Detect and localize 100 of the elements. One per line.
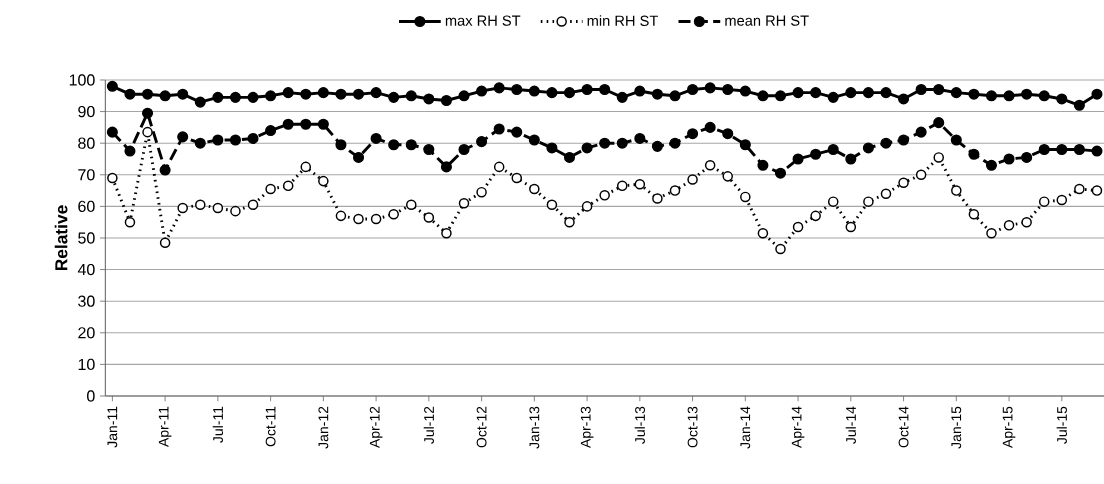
point: [898, 177, 909, 188]
point: [792, 153, 804, 165]
point: [318, 175, 329, 187]
point: [335, 210, 347, 222]
x-tick-label: Jul-11: [212, 406, 224, 443]
point: [195, 199, 206, 211]
point: [792, 87, 804, 99]
point: [810, 210, 821, 222]
point: [212, 134, 224, 146]
point: [563, 87, 576, 99]
x-tick-label: Jan-15: [951, 406, 962, 449]
point: [493, 161, 505, 173]
point: [476, 136, 488, 148]
point: [986, 227, 997, 239]
point: [388, 209, 399, 220]
point: [827, 143, 839, 156]
point: [1021, 216, 1032, 228]
point: [388, 91, 400, 103]
point: [599, 83, 611, 96]
point: [1003, 220, 1015, 231]
legend-label: mean RH ST: [725, 15, 809, 26]
point: [704, 121, 716, 133]
x-tick-label: Jul-15: [1056, 406, 1067, 444]
point: [1091, 145, 1103, 157]
point: [581, 142, 593, 154]
point: [933, 83, 945, 96]
point: [968, 148, 980, 160]
point: [651, 140, 663, 152]
x-tick-label: Apr-12: [369, 406, 383, 449]
x-tick-label: Oct-14: [898, 406, 909, 448]
point: [845, 87, 857, 99]
point: [599, 190, 610, 201]
x-tick-label: Apr-15: [1002, 406, 1016, 449]
point: [546, 199, 558, 211]
point: [529, 183, 540, 195]
point: [423, 93, 435, 105]
point: [159, 164, 171, 176]
y-tick-label: 10: [78, 358, 95, 371]
point: [563, 151, 576, 163]
point: [704, 160, 716, 171]
x-tick-label: Apr-14: [791, 406, 805, 449]
y-tick-label: 50: [78, 232, 95, 244]
point: [827, 91, 839, 103]
point: [1056, 143, 1068, 156]
point: [757, 90, 769, 102]
point: [1038, 143, 1050, 156]
point: [107, 172, 118, 184]
point: [546, 87, 558, 99]
point: [845, 153, 857, 165]
point: [142, 126, 153, 138]
point: [458, 197, 470, 209]
point: [1073, 143, 1085, 156]
x-tick-label: Apr-11: [158, 406, 172, 447]
point: [775, 243, 786, 255]
point: [757, 159, 769, 171]
y-tick-label: 80: [78, 137, 95, 149]
point: [405, 199, 417, 211]
point: [423, 143, 435, 156]
point: [616, 137, 628, 149]
point: [194, 137, 206, 149]
point: [476, 85, 488, 97]
legend-label: max RH ST: [445, 15, 521, 26]
point: [880, 188, 892, 200]
point: [282, 118, 294, 130]
point: [950, 134, 962, 146]
point: [335, 88, 347, 100]
point: [106, 80, 118, 92]
point: [335, 139, 347, 151]
point: [740, 191, 751, 203]
point: [898, 93, 910, 105]
y-tick-label: 100: [69, 74, 95, 86]
point: [1056, 93, 1068, 105]
point: [282, 87, 294, 99]
point: [862, 87, 874, 99]
point: [722, 171, 734, 182]
point: [757, 227, 769, 239]
point: [739, 85, 751, 97]
point: [616, 91, 628, 103]
x-tick-label: Jul-13: [634, 406, 645, 444]
point: [1038, 196, 1050, 207]
point: [898, 134, 910, 146]
point: [247, 199, 259, 211]
point: [581, 83, 593, 96]
point: [353, 213, 364, 225]
point: [1091, 185, 1103, 196]
point: [862, 142, 874, 154]
point: [423, 212, 435, 223]
point: [441, 227, 452, 239]
point: [212, 202, 224, 214]
point: [1021, 88, 1033, 100]
point: [722, 83, 734, 96]
point: [458, 90, 470, 102]
point: [616, 180, 628, 192]
point: [950, 87, 962, 99]
x-tick-label: Oct-13: [687, 406, 698, 448]
point: [1003, 90, 1015, 102]
point: [687, 128, 699, 140]
point: [300, 118, 312, 130]
point: [687, 174, 698, 185]
point: [300, 88, 312, 100]
